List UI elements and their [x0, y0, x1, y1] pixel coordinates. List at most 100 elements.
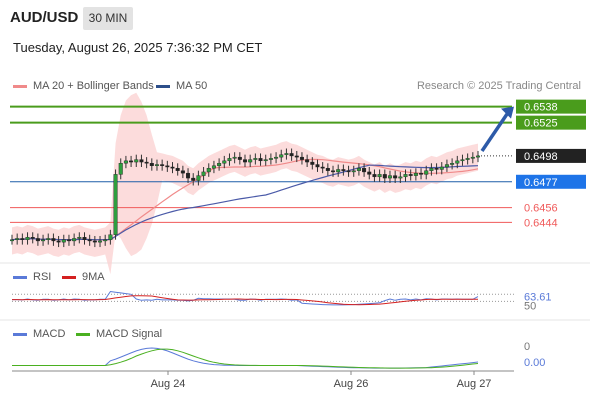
candle-body: [66, 239, 71, 242]
legend-rsi-ma: 9MA: [62, 271, 105, 283]
resistance-level-label: 0.6525: [524, 118, 558, 130]
candle-body: [253, 158, 258, 160]
candle-body: [154, 164, 159, 166]
candle-body: [41, 239, 46, 242]
candle-body: [237, 156, 242, 160]
symbol-title: AUD/USD: [10, 9, 79, 26]
candle-body: [242, 159, 247, 163]
legend-macd-swatch: [13, 332, 27, 336]
candle-body: [175, 168, 180, 171]
candle-body: [310, 161, 315, 165]
resistance-level-box: [516, 115, 586, 130]
candle-body: [460, 159, 465, 162]
candle-body: [362, 168, 367, 173]
legend-ma20-label: MA 20 + Bollinger Bands: [33, 80, 154, 92]
candle-body: [263, 159, 268, 162]
candle-body: [118, 163, 123, 175]
candle-body: [336, 169, 341, 173]
candle-body: [346, 170, 351, 173]
candle-body: [248, 159, 253, 163]
candle-body: [98, 240, 103, 243]
resistance-level-box: [516, 99, 586, 114]
candle-body: [170, 166, 175, 169]
legend-macd-signal-swatch: [76, 332, 90, 336]
candle-body: [351, 170, 356, 173]
candle-body: [20, 238, 25, 240]
rsi-line: [12, 290, 479, 306]
x-axis-tick-label: Aug 27: [457, 378, 492, 390]
candle-body: [341, 169, 346, 171]
candle-body: [144, 161, 149, 164]
legend-ma50: MA 50: [156, 80, 207, 92]
candle-body: [408, 174, 413, 176]
candle-body: [434, 168, 439, 170]
last-price-level-box: [516, 148, 586, 163]
candle-body: [372, 174, 377, 178]
resistance-level-label: 0.6538: [524, 102, 558, 114]
candle-body: [113, 174, 118, 235]
candle-body: [103, 239, 108, 242]
candle-body: [217, 163, 222, 166]
pivot-level-label: 0.6477: [524, 177, 558, 189]
candle-body: [82, 237, 87, 240]
legend-rsi-ma-label: 9MA: [82, 271, 105, 283]
candle-body: [186, 172, 191, 179]
chart-datetime: Tuesday, August 26, 2025 7:36:32 PM CET: [13, 40, 263, 55]
candle-body: [413, 172, 418, 176]
candle-body: [30, 237, 35, 239]
candle-body: [258, 158, 263, 162]
candle-body: [51, 238, 56, 242]
x-axis-tick-label: Aug 24: [151, 378, 186, 390]
forecast-arrow-shaft: [480, 111, 510, 152]
candle-body: [393, 175, 398, 179]
candle-body: [87, 239, 92, 242]
macd-signal-line: [12, 348, 479, 369]
candle-body: [46, 238, 51, 240]
candle-body: [92, 240, 97, 243]
candle-body: [227, 158, 232, 162]
pivot-level-box: [516, 174, 586, 189]
legend-macd-signal-label: MACD Signal: [96, 328, 163, 340]
candle-body: [196, 175, 201, 181]
candle-body: [419, 172, 424, 175]
candle-body: [35, 238, 40, 242]
candle-body: [315, 164, 320, 168]
candle-body: [320, 166, 325, 169]
candle-body: [403, 174, 408, 178]
candle-body: [56, 240, 61, 243]
candle-body: [470, 156, 475, 159]
support-level-label: 0.6444: [524, 217, 558, 229]
candle-body: [61, 239, 66, 243]
candle-body: [9, 239, 14, 242]
candle-body: [356, 168, 361, 171]
candle-body: [284, 153, 289, 155]
candle-body: [444, 164, 449, 168]
candle-body: [25, 237, 30, 240]
candle-body: [134, 159, 139, 163]
candle-body: [201, 171, 206, 176]
candle-body: [268, 158, 273, 160]
candle-body: [206, 168, 211, 173]
last-price-level-label: 0.6498: [524, 151, 558, 163]
candle-body: [325, 168, 330, 171]
rsi-tick-label: 50: [524, 300, 536, 312]
legend-macd-signal: MACD Signal: [76, 328, 162, 340]
macd-tick-label: 0: [524, 341, 530, 353]
candle-body: [387, 175, 392, 179]
timeframe-badge[interactable]: 30 MIN: [83, 7, 133, 30]
research-credit: Research © 2025 Trading Central: [416, 80, 581, 92]
candle-body: [439, 166, 444, 170]
legend-rsi-ma-swatch: [62, 275, 76, 279]
candle-body: [149, 163, 154, 166]
candle-body: [72, 238, 77, 242]
macd-value-label: 0.00: [524, 357, 545, 369]
candle-body: [15, 238, 20, 240]
candle-body: [108, 234, 113, 240]
support-level-label: 0.6456: [524, 203, 558, 215]
candle-body: [382, 174, 387, 179]
candle-body: [299, 156, 304, 160]
candle-body: [465, 158, 470, 160]
candle-body: [424, 170, 429, 175]
x-axis-tick-label: Aug 26: [334, 378, 369, 390]
